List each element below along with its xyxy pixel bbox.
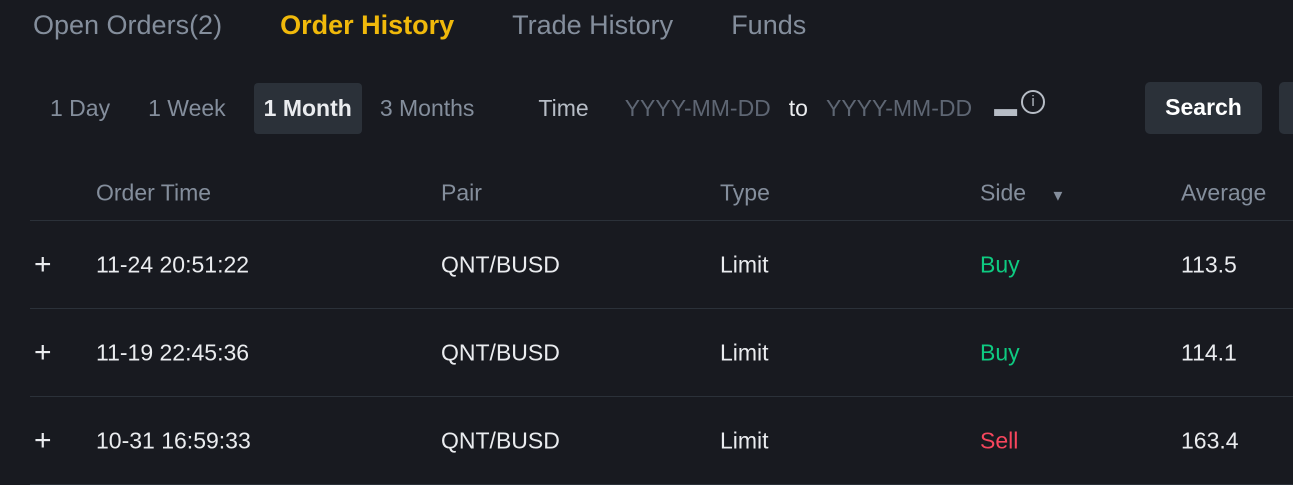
- tab-open-orders[interactable]: Open Orders(2): [33, 10, 223, 40]
- pair: QNT/BUSD: [441, 427, 560, 453]
- expand-icon[interactable]: +: [34, 335, 52, 369]
- tab-order-history[interactable]: Order History: [280, 10, 455, 40]
- date-from-input[interactable]: YYYY-MM-DD: [624, 94, 771, 121]
- info-icon[interactable]: i: [1021, 90, 1046, 114]
- pair: QNT/BUSD: [441, 251, 560, 277]
- tab-trade-history[interactable]: Trade History: [512, 10, 674, 40]
- order-time: 10-31 16:59:33: [96, 427, 251, 453]
- order-time: 11-19 22:45:36: [96, 339, 250, 365]
- period-1-month[interactable]: 1 Month: [253, 82, 362, 134]
- table-row: + 11-24 20:51:22 QNT/BUSD Limit Buy 113.…: [30, 221, 1293, 309]
- table-row: + 11-19 22:45:36 QNT/BUSD Limit Buy 114.…: [30, 309, 1293, 397]
- order-tabs: Open Orders(2) Order History Trade Histo…: [33, 10, 806, 41]
- type: Limit: [720, 339, 769, 365]
- col-average: Average: [1181, 179, 1267, 206]
- col-side[interactable]: Side ▼: [980, 180, 1065, 207]
- reset-button[interactable]: [1279, 82, 1293, 134]
- time-label: Time: [538, 94, 589, 121]
- calendar-icon[interactable]: ▬: [994, 94, 1018, 121]
- pair: QNT/BUSD: [441, 339, 560, 365]
- order-time: 11-24 20:51:22: [96, 251, 250, 277]
- average: 114.1: [1181, 339, 1237, 365]
- side: Sell: [980, 427, 1019, 453]
- type: Limit: [720, 427, 769, 453]
- col-order-time: Order Time: [96, 179, 212, 206]
- filter-bar: 1 Day 1 Week 1 Month 3 Months Time YYYY-…: [40, 82, 1046, 134]
- col-pair: Pair: [441, 179, 482, 206]
- table-header: Order Time Pair Type Side ▼ Average: [30, 166, 1293, 221]
- col-side-label: Side: [980, 179, 1027, 206]
- period-1-day[interactable]: 1 Day: [50, 94, 111, 121]
- search-button[interactable]: Search: [1145, 82, 1262, 134]
- col-type: Type: [720, 179, 770, 206]
- date-to-input[interactable]: YYYY-MM-DD: [825, 94, 973, 121]
- to-label: to: [788, 94, 808, 121]
- caret-down-icon[interactable]: ▼: [1050, 187, 1066, 205]
- period-1-week[interactable]: 1 Week: [148, 94, 226, 121]
- tab-funds[interactable]: Funds: [731, 10, 807, 40]
- expand-icon[interactable]: +: [34, 423, 52, 457]
- expand-icon[interactable]: +: [34, 247, 52, 281]
- period-3-months[interactable]: 3 Months: [379, 94, 475, 121]
- table-row: + 10-31 16:59:33 QNT/BUSD Limit Sell 163…: [30, 397, 1293, 485]
- side: Buy: [980, 251, 1020, 277]
- type: Limit: [720, 251, 769, 277]
- average: 163.4: [1181, 427, 1239, 453]
- average: 113.5: [1181, 251, 1237, 277]
- side: Buy: [980, 339, 1020, 365]
